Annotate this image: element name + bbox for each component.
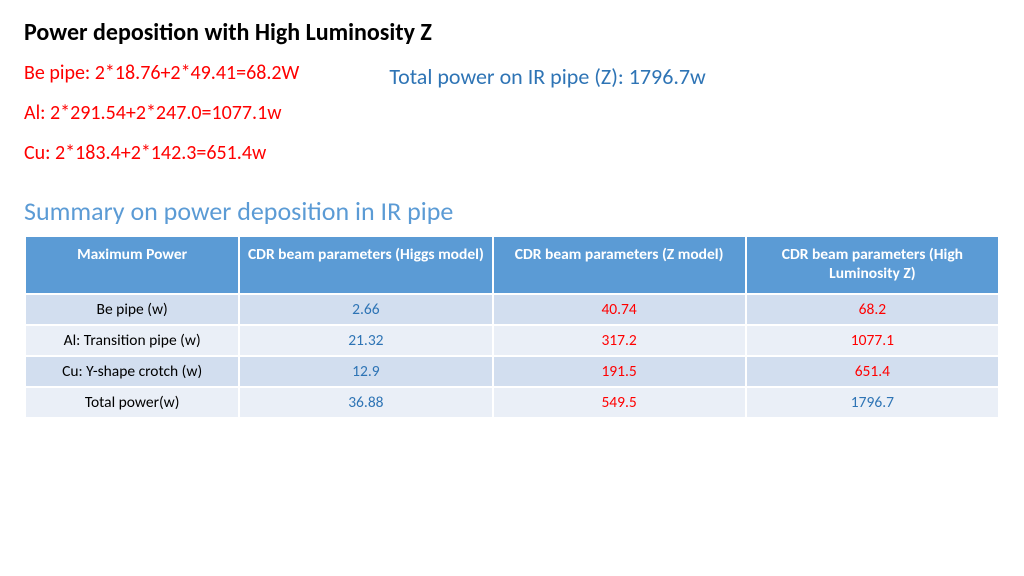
cell: 651.4 [746, 356, 999, 387]
col-header-2: CDR beam parameters (Z model) [493, 236, 746, 294]
cell: 317.2 [493, 325, 746, 356]
summary-heading: Summary on power deposition in IR pipe [24, 195, 1000, 227]
summary-table: Maximum Power CDR beam parameters (Higgs… [24, 235, 1000, 419]
cell: 549.5 [493, 387, 746, 418]
col-header-0: Maximum Power [25, 236, 239, 294]
table-row: Cu: Y-shape crotch (w) 12.9 191.5 651.4 [25, 356, 999, 387]
row-label: Be pipe (w) [25, 294, 239, 325]
cell: 40.74 [493, 294, 746, 325]
row-label: Total power(w) [25, 387, 239, 418]
col-header-1: CDR beam parameters (Higgs model) [239, 236, 492, 294]
total-power-line: Total power on IR pipe (Z): 1796.7w [389, 63, 705, 90]
al-line: Al: 2*291.54+2*247.0=1077.1w [24, 101, 299, 125]
cell: 21.32 [239, 325, 492, 356]
cell: 12.9 [239, 356, 492, 387]
cell: 68.2 [746, 294, 999, 325]
table-header-row: Maximum Power CDR beam parameters (Higgs… [25, 236, 999, 294]
cell: 191.5 [493, 356, 746, 387]
col-header-3: CDR beam parameters (High Luminosity Z) [746, 236, 999, 294]
page-title: Power deposition with High Luminosity Z [24, 18, 1000, 47]
table-body: Be pipe (w) 2.66 40.74 68.2 Al: Transiti… [25, 294, 999, 418]
be-pipe-line: Be pipe: 2*18.76+2*49.41=68.2W [24, 61, 299, 85]
table-row: Al: Transition pipe (w) 21.32 317.2 1077… [25, 325, 999, 356]
cell: 2.66 [239, 294, 492, 325]
row-label: Cu: Y-shape crotch (w) [25, 356, 239, 387]
row-label: Al: Transition pipe (w) [25, 325, 239, 356]
top-block: Be pipe: 2*18.76+2*49.41=68.2W Al: 2*291… [24, 61, 1000, 165]
cu-line: Cu: 2*183.4+2*142.3=651.4w [24, 141, 299, 165]
table-row: Total power(w) 36.88 549.5 1796.7 [25, 387, 999, 418]
cell: 1796.7 [746, 387, 999, 418]
cell: 36.88 [239, 387, 492, 418]
cell: 1077.1 [746, 325, 999, 356]
table-row: Be pipe (w) 2.66 40.74 68.2 [25, 294, 999, 325]
material-lines: Be pipe: 2*18.76+2*49.41=68.2W Al: 2*291… [24, 61, 299, 165]
